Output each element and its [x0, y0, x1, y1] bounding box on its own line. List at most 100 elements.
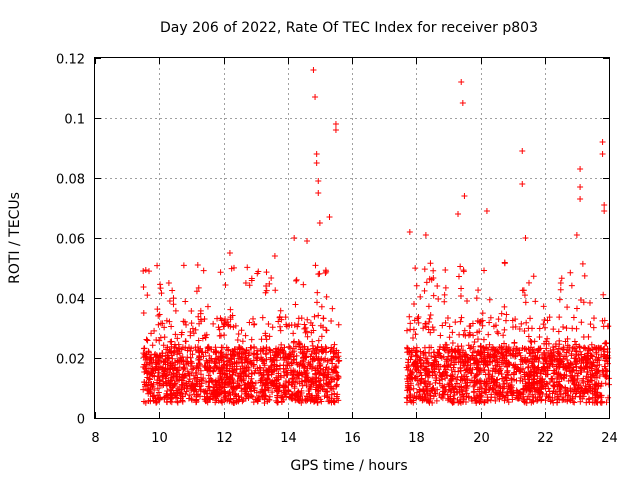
- data-point: [496, 383, 503, 390]
- data-point: [332, 127, 339, 133]
- data-point: [140, 309, 147, 316]
- data-point: [588, 365, 595, 372]
- data-point: [188, 360, 195, 367]
- data-point: [448, 352, 455, 359]
- data-point: [168, 323, 175, 330]
- data-point: [164, 365, 171, 372]
- data-point: [424, 355, 431, 362]
- data-point: [275, 370, 282, 377]
- data-point: [289, 381, 296, 388]
- data-point: [283, 355, 290, 362]
- x-axis-label: GPS time / hours: [290, 458, 407, 474]
- data-point: [421, 287, 428, 294]
- data-point: [594, 393, 601, 400]
- x-tick-label: 10: [151, 431, 168, 446]
- data-point: [259, 358, 266, 365]
- data-point: [577, 184, 584, 190]
- data-point: [566, 396, 573, 403]
- data-point: [493, 390, 500, 397]
- data-point: [562, 365, 569, 372]
- data-point: [152, 359, 159, 366]
- data-point: [458, 285, 465, 292]
- data-point: [552, 388, 559, 395]
- data-point: [286, 394, 293, 401]
- data-point: [451, 385, 458, 392]
- data-point: [153, 336, 160, 343]
- data-point: [251, 343, 258, 350]
- data-point: [318, 343, 325, 350]
- data-point: [199, 349, 206, 356]
- data-point: [235, 373, 242, 380]
- data-point: [590, 359, 597, 366]
- y-tick-label: 0.04: [56, 293, 85, 308]
- data-point: [209, 367, 216, 374]
- data-point: [507, 386, 514, 393]
- data-point: [458, 314, 465, 321]
- data-point: [226, 250, 233, 256]
- data-point: [246, 349, 253, 356]
- data-point: [153, 363, 160, 370]
- data-point: [525, 393, 532, 400]
- data-point: [281, 389, 288, 396]
- data-point: [547, 354, 554, 361]
- data-point: [432, 390, 439, 397]
- data-point: [551, 383, 558, 390]
- data-point: [147, 398, 154, 405]
- data-point: [482, 382, 489, 389]
- data-point: [304, 374, 311, 381]
- data-point: [174, 351, 181, 358]
- data-point: [273, 387, 280, 394]
- data-point: [540, 383, 547, 390]
- data-point: [564, 304, 571, 311]
- data-point: [299, 382, 306, 389]
- data-point: [573, 305, 580, 312]
- data-point: [140, 386, 147, 393]
- data-point: [413, 344, 420, 351]
- data-point: [495, 330, 502, 337]
- data-point: [566, 344, 573, 351]
- data-point: [406, 394, 413, 401]
- y-tick-label: 0.12: [56, 53, 85, 68]
- data-point: [501, 326, 508, 333]
- data-point: [602, 339, 609, 346]
- data-point: [174, 398, 181, 405]
- data-point: [427, 392, 434, 399]
- data-point: [268, 369, 275, 376]
- data-point: [238, 385, 245, 392]
- data-point: [266, 393, 273, 400]
- data-point: [592, 397, 599, 404]
- data-point: [335, 321, 342, 328]
- data-point: [166, 318, 173, 325]
- data-point: [170, 301, 177, 308]
- data-point: [583, 399, 590, 406]
- data-point: [236, 355, 243, 362]
- data-point: [528, 384, 535, 391]
- data-point: [291, 385, 298, 392]
- data-point: [465, 394, 472, 401]
- data-point: [306, 383, 313, 390]
- data-point: [203, 331, 210, 338]
- data-point: [605, 381, 612, 388]
- data-point: [187, 354, 194, 361]
- data-point: [160, 342, 167, 349]
- data-point: [242, 395, 249, 402]
- data-point: [449, 399, 456, 406]
- data-point: [314, 364, 321, 371]
- data-point: [263, 345, 270, 352]
- data-point: [225, 346, 232, 353]
- data-point: [189, 366, 196, 373]
- data-point: [598, 392, 605, 399]
- data-point: [495, 316, 502, 323]
- data-point: [453, 380, 460, 387]
- data-point: [461, 193, 468, 199]
- data-point: [478, 349, 485, 356]
- data-point: [532, 298, 539, 305]
- data-point: [570, 376, 577, 383]
- data-point: [193, 288, 200, 295]
- data-point: [192, 386, 199, 393]
- data-point: [331, 376, 338, 383]
- data-point: [245, 391, 252, 398]
- data-point: [583, 387, 590, 394]
- data-point: [448, 377, 455, 384]
- data-point: [263, 380, 270, 387]
